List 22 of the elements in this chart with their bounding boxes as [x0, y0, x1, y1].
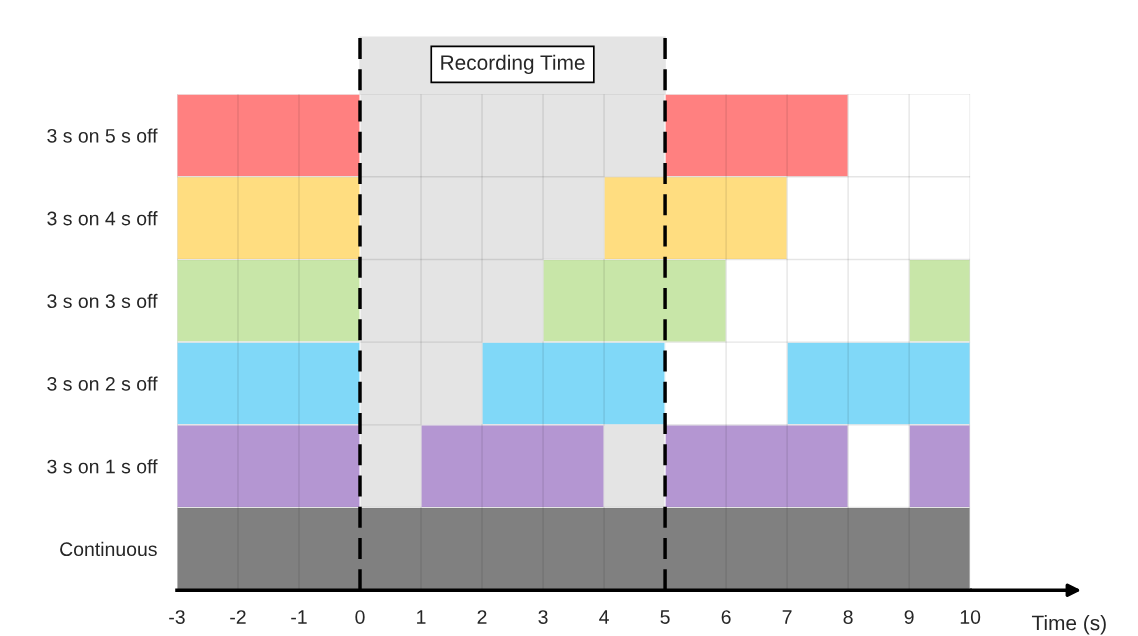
x-tick-label: -2 — [230, 610, 246, 624]
x-tick-label: -1 — [291, 610, 307, 624]
y-tick-label: 3 s on 2 s off — [47, 376, 158, 391]
x-tick-label: 0 — [355, 610, 365, 624]
y-tick-label: 3 s on 3 s off — [47, 293, 158, 309]
x-tick-label: 3 — [538, 610, 548, 624]
x-tick-label: 4 — [599, 610, 609, 624]
x-tick-label: 2 — [477, 610, 487, 624]
x-tick-label: 7 — [782, 610, 792, 624]
y-tick-label: Continuous — [60, 541, 157, 557]
x-tick-label: 8 — [843, 610, 853, 624]
x-axis-title: Time (s) — [1031, 615, 1106, 635]
x-tick-label: 10 — [960, 610, 981, 624]
band-label: Recording Time — [441, 54, 585, 75]
x-tick-label: 5 — [660, 610, 670, 624]
y-tick-label: 3 s on 4 s off — [47, 211, 158, 226]
x-tick-label: 1 — [417, 610, 426, 624]
y-tick-label: 3 s on 5 s off — [47, 128, 158, 143]
y-tick-label: 3 s on 1 s off — [47, 459, 158, 474]
x-tick-label: -3 — [169, 610, 185, 624]
x-tick-label: 6 — [721, 610, 731, 624]
x-tick-label: 9 — [904, 610, 914, 624]
